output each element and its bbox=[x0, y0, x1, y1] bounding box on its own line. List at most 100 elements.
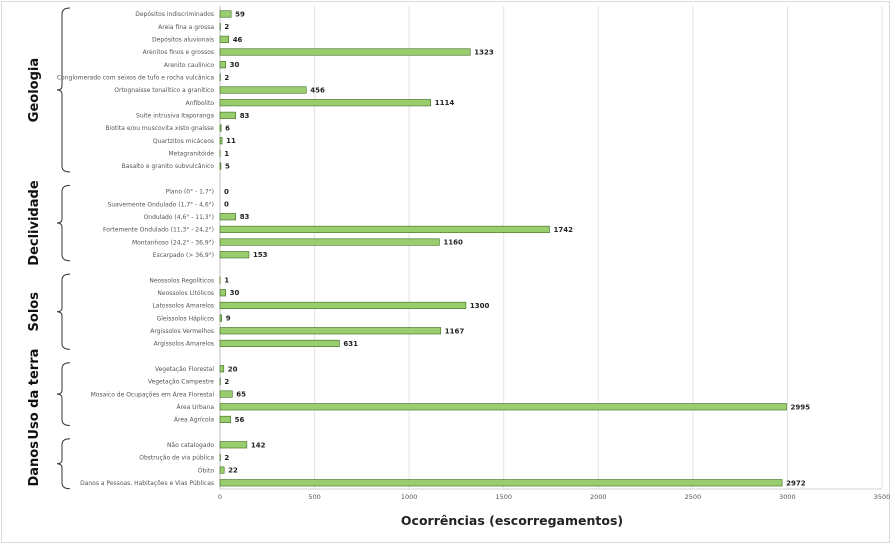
category-label: Montanhoso (24,2° - 36,9°) bbox=[132, 239, 214, 246]
bar bbox=[219, 327, 442, 335]
bar bbox=[219, 162, 222, 170]
x-tick-labels: 0 500 1000 1500 2000 2500 3000 3500 bbox=[218, 493, 890, 501]
data-label: 1300 bbox=[470, 302, 490, 310]
bar bbox=[219, 137, 223, 145]
bar bbox=[219, 415, 231, 423]
category-label: Neossolos Litólicos bbox=[157, 290, 214, 297]
x-axis-title: Ocorrências (escorregamentos) bbox=[401, 513, 623, 528]
bar bbox=[219, 99, 432, 107]
data-label: 11 bbox=[226, 137, 236, 145]
category-label: Danos a Pessoas, Habitações e Vias Públi… bbox=[80, 480, 214, 487]
category-label: Conglomerado com seixos de tufo e rocha … bbox=[57, 75, 214, 82]
group-label: Declividade bbox=[27, 180, 42, 266]
category-label: Ortognaisse tonalítico a granítico bbox=[114, 87, 214, 94]
x-tick-label: 3000 bbox=[779, 493, 796, 501]
bar bbox=[219, 238, 440, 246]
bar bbox=[219, 111, 236, 119]
group-label: Danos bbox=[27, 441, 42, 487]
data-label: 5 bbox=[225, 163, 230, 171]
bar bbox=[219, 10, 232, 18]
x-tick-label: 2000 bbox=[590, 493, 607, 501]
data-label: 2 bbox=[224, 23, 229, 31]
bar bbox=[219, 314, 223, 322]
category-label: Escarpado (> 36,9°) bbox=[153, 252, 214, 259]
category-label: Metagranitóide bbox=[168, 151, 214, 158]
category-label: Não catalogado bbox=[167, 442, 214, 449]
category-label: Plano (0° - 1,7°) bbox=[166, 189, 214, 196]
data-label: 1114 bbox=[435, 99, 455, 107]
bar bbox=[219, 225, 550, 233]
data-label: 2 bbox=[224, 454, 229, 462]
group-label: Geologia bbox=[27, 58, 42, 122]
bar bbox=[219, 86, 307, 94]
category-label: Mosaico de Ocupações em Área Florestal bbox=[91, 391, 215, 398]
data-label: 2 bbox=[224, 378, 229, 386]
data-label: 2 bbox=[224, 74, 229, 82]
group-bracket bbox=[56, 7, 71, 173]
category-label: Vegetação Florestal bbox=[155, 366, 214, 373]
x-tick-label: 3500 bbox=[874, 493, 891, 501]
bar bbox=[219, 301, 467, 309]
category-label: Anfibolito bbox=[185, 100, 214, 107]
group-label: Solos bbox=[27, 292, 42, 332]
category-label: Suíte intrusiva Itaporanga bbox=[136, 113, 214, 120]
data-label: 46 bbox=[233, 36, 243, 44]
data-label: 2995 bbox=[790, 403, 810, 411]
data-label: 59 bbox=[235, 11, 245, 19]
bar bbox=[219, 365, 225, 373]
data-label: 83 bbox=[240, 112, 250, 120]
bar bbox=[219, 466, 225, 474]
category-label: Área Agrícola bbox=[174, 417, 214, 424]
bar bbox=[219, 35, 230, 43]
x-tick-label: 1500 bbox=[495, 493, 512, 501]
data-label: 1742 bbox=[553, 226, 573, 234]
category-label: Arenito caulínico bbox=[164, 62, 214, 69]
data-label: 65 bbox=[236, 391, 246, 399]
group-bracket bbox=[56, 273, 71, 350]
bar bbox=[219, 403, 787, 411]
data-label: 153 bbox=[253, 251, 268, 259]
data-label: 30 bbox=[230, 61, 240, 69]
category-label: Fortemente Ondulado (11,3° - 24,2°) bbox=[103, 227, 214, 234]
group-brackets: Geologia Declividade Solos Uso da terraDano… bbox=[27, 7, 71, 490]
data-label: 0 bbox=[224, 188, 229, 196]
gridlines bbox=[219, 6, 883, 490]
category-label: Área Urbana bbox=[176, 404, 214, 411]
group-label: Uso da terra bbox=[27, 349, 42, 440]
bar bbox=[219, 390, 233, 398]
data-label: 9 bbox=[226, 315, 231, 323]
data-label: 1 bbox=[224, 277, 229, 285]
bars bbox=[219, 10, 787, 487]
data-labels: 5924613233024561114836111500831742116015… bbox=[224, 11, 810, 488]
category-label: Argissolos Vermelhos bbox=[150, 328, 214, 335]
data-label: 456 bbox=[310, 87, 325, 95]
category-label: Quartzitos micáceos bbox=[153, 138, 214, 145]
data-label: 142 bbox=[251, 441, 266, 449]
data-label: 1167 bbox=[445, 327, 465, 335]
category-labels: Depósitos indiscriminados Areia fina a gr… bbox=[57, 11, 214, 487]
bar bbox=[219, 48, 471, 56]
data-label: 1323 bbox=[474, 49, 494, 57]
group-bracket bbox=[56, 438, 71, 490]
category-label: Basalto e granito subvulcânico bbox=[122, 163, 215, 170]
group-bracket bbox=[56, 184, 71, 262]
category-label: Óbito bbox=[198, 467, 215, 474]
category-label: Biotita e/ou muscovita xisto gnaisse bbox=[105, 125, 214, 132]
bar bbox=[219, 479, 783, 487]
data-label: 1160 bbox=[443, 239, 463, 247]
category-label: Areia fina a grossa bbox=[158, 24, 214, 31]
bar bbox=[219, 339, 340, 347]
data-label: 2972 bbox=[786, 479, 806, 487]
category-label: Vegetação Campestre bbox=[148, 379, 214, 386]
data-label: 0 bbox=[224, 201, 229, 209]
x-tick-label: 1000 bbox=[401, 493, 418, 501]
data-label: 30 bbox=[230, 289, 240, 297]
category-label: Ondulado (4,6° - 11,3°) bbox=[144, 214, 214, 221]
category-label: Suavemente Ondulado (1,7° - 4,6°) bbox=[108, 201, 214, 208]
category-label: Depósitos indiscriminados bbox=[135, 11, 214, 18]
data-label: 1 bbox=[224, 150, 229, 158]
data-label: 22 bbox=[228, 467, 238, 475]
bar bbox=[219, 251, 250, 259]
